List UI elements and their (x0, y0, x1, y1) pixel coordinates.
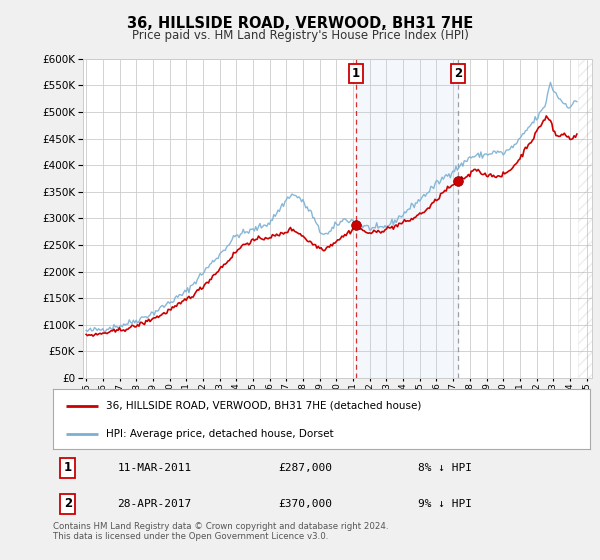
Text: 1: 1 (64, 461, 72, 474)
Text: 9% ↓ HPI: 9% ↓ HPI (418, 499, 472, 509)
Text: Contains HM Land Registry data © Crown copyright and database right 2024.
This d: Contains HM Land Registry data © Crown c… (53, 522, 388, 542)
Text: HPI: Average price, detached house, Dorset: HPI: Average price, detached house, Dors… (107, 429, 334, 439)
Bar (356, 59, 458, 378)
Text: £370,000: £370,000 (278, 499, 332, 509)
Text: 11-MAR-2011: 11-MAR-2011 (117, 463, 191, 473)
Text: 2: 2 (64, 497, 72, 510)
Text: £287,000: £287,000 (278, 463, 332, 473)
Text: 28-APR-2017: 28-APR-2017 (117, 499, 191, 509)
Text: 1: 1 (352, 67, 360, 80)
Text: 2: 2 (454, 67, 463, 80)
Text: 8% ↓ HPI: 8% ↓ HPI (418, 463, 472, 473)
Bar (578, 59, 592, 378)
Text: 36, HILLSIDE ROAD, VERWOOD, BH31 7HE: 36, HILLSIDE ROAD, VERWOOD, BH31 7HE (127, 16, 473, 31)
Text: Price paid vs. HM Land Registry's House Price Index (HPI): Price paid vs. HM Land Registry's House … (131, 29, 469, 42)
Text: 36, HILLSIDE ROAD, VERWOOD, BH31 7HE (detached house): 36, HILLSIDE ROAD, VERWOOD, BH31 7HE (de… (107, 400, 422, 410)
